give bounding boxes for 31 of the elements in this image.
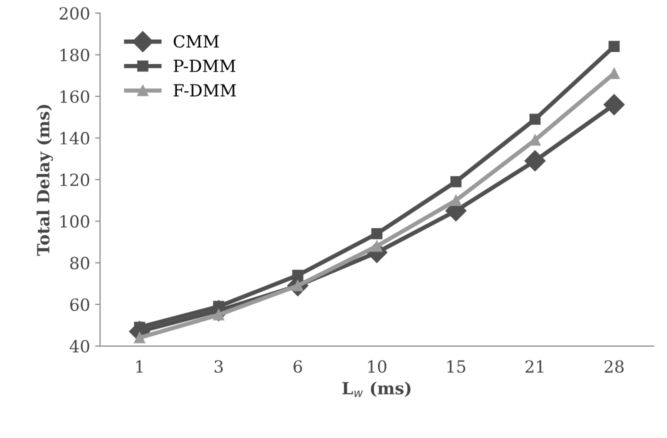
y-tick-label: 120 (60, 174, 90, 186)
y-tick-label: 60 (70, 298, 90, 311)
x-tick-label: 1 (136, 360, 143, 373)
x-tick-label: 21 (526, 360, 544, 373)
legend-label: P-DMM (174, 60, 236, 72)
y-tick-label: 80 (70, 256, 90, 270)
x-tick-label: 28 (604, 360, 624, 373)
y-tick-label: 140 (60, 132, 90, 145)
point (450, 194, 462, 206)
x-tick-label: 15 (447, 360, 466, 373)
x-tick-label: 6 (294, 360, 302, 373)
x-tick-label: 3 (214, 360, 223, 373)
legend-label: F-DMM (174, 84, 236, 96)
y-tick-label: 160 (60, 90, 90, 103)
point (371, 228, 382, 240)
point (450, 176, 462, 188)
point (371, 240, 382, 252)
point (529, 114, 541, 125)
legend-label: CMM (174, 35, 219, 48)
y-axis-title: Total Delay (ms) (36, 104, 53, 256)
point (134, 332, 146, 344)
y-tick-label: 180 (60, 48, 90, 62)
y-tick-label: 40 (70, 340, 90, 353)
x-axis-title: L$_{w}$ (ms) (342, 382, 410, 397)
point (604, 94, 625, 116)
point (608, 40, 620, 52)
point (292, 270, 304, 281)
y-tick-label: 100 (60, 215, 90, 228)
x-tick-label: 10 (368, 360, 386, 373)
y-tick-label: 200 (60, 7, 90, 20)
point (524, 150, 546, 172)
